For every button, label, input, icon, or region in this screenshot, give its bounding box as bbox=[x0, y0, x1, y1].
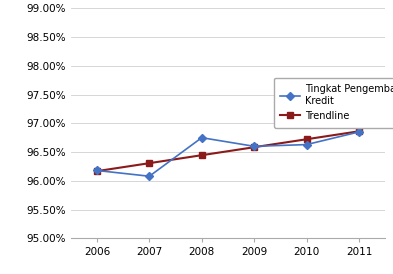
Tingkat Pengembalian
Kredit bbox=[95, 169, 99, 172]
Line: Tingkat Pengembalian
Kredit: Tingkat Pengembalian Kredit bbox=[94, 129, 362, 179]
Tingkat Pengembalian
Kredit bbox=[252, 145, 257, 148]
Legend: Tingkat Pengembalian
Kredit, Trendline: Tingkat Pengembalian Kredit, Trendline bbox=[274, 78, 393, 128]
Trendline bbox=[95, 170, 99, 173]
Trendline bbox=[356, 130, 361, 133]
Trendline bbox=[252, 145, 257, 149]
Tingkat Pengembalian
Kredit bbox=[356, 130, 361, 133]
Tingkat Pengembalian
Kredit bbox=[304, 143, 309, 146]
Line: Trendline: Trendline bbox=[94, 129, 362, 174]
Trendline bbox=[199, 153, 204, 157]
Tingkat Pengembalian
Kredit bbox=[147, 175, 152, 178]
Trendline bbox=[147, 162, 152, 165]
Trendline bbox=[304, 138, 309, 141]
Tingkat Pengembalian
Kredit bbox=[199, 136, 204, 139]
